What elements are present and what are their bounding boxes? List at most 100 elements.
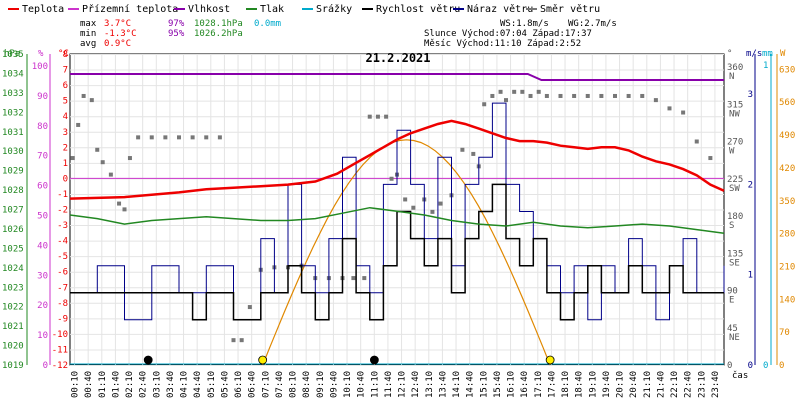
tick-time: 06:10 xyxy=(234,371,244,398)
tick-hpa: 1033 xyxy=(2,89,24,99)
stat-wg: WG:2.7m/s xyxy=(568,19,617,29)
legend-label: Směr větru xyxy=(540,3,600,15)
series-temperature xyxy=(69,119,725,200)
tick-hpa: 1025 xyxy=(2,244,24,254)
tick-dir: 270 xyxy=(727,138,743,148)
wind-direction-point xyxy=(247,305,252,310)
axis-label-solar: W xyxy=(780,49,786,59)
event-marker xyxy=(143,355,153,365)
wind-direction-point xyxy=(367,114,372,119)
tick-hpa: 1019 xyxy=(2,361,24,371)
tick-time: 20:10 xyxy=(616,371,626,398)
stat-max-rain: 0.0mm xyxy=(254,19,281,29)
stats-block: max 3.7°C 97% 1028.1hPa 0.0mm min -1.3°C… xyxy=(80,19,617,49)
stat-max-press: 1028.1hPa xyxy=(194,19,243,29)
stat-min-press: 1026.2hPa xyxy=(194,29,243,39)
event-marker xyxy=(545,355,555,365)
tick-time: 17:10 xyxy=(534,371,544,398)
tick-temp: 4 xyxy=(63,112,68,122)
tick-time: 13:10 xyxy=(425,371,435,398)
wind-direction-point xyxy=(490,93,495,98)
wind-direction-point xyxy=(362,276,367,281)
tick-time: 13:40 xyxy=(438,371,448,398)
tick-time: 17:40 xyxy=(547,371,557,398)
series-layer xyxy=(69,73,725,366)
tick-time: 19:40 xyxy=(602,371,612,398)
wind-direction-point xyxy=(536,89,541,94)
tick-hpa: 1021 xyxy=(2,322,24,332)
tick-hum: 60 xyxy=(37,182,48,192)
legend: Teplota Přízemní teplota Vlhkost Tlak Srážky… xyxy=(8,3,600,15)
wind-direction-point xyxy=(108,172,113,177)
wind-direction-point xyxy=(572,93,577,98)
tick-hum: 70 xyxy=(37,152,48,162)
tick-hum: 50 xyxy=(37,212,48,222)
tick-time: 11:10 xyxy=(370,371,380,398)
stat-max-temp: 3.7°C xyxy=(104,19,131,29)
tick-solar: 560 xyxy=(779,98,795,108)
tick-time: 14:40 xyxy=(466,371,476,398)
grid xyxy=(70,54,724,366)
tick-wind: 1 xyxy=(748,271,753,281)
tick-time: 00:10 xyxy=(71,371,81,398)
tick-dir: 360 xyxy=(727,63,743,73)
legend-label: Srážky xyxy=(316,3,352,15)
stat-avg-label: avg xyxy=(80,39,96,49)
tick-hum: 20 xyxy=(37,301,48,311)
wind-direction-point xyxy=(177,135,181,140)
tick-temp: -11 xyxy=(52,345,68,355)
legend-label: Tlak xyxy=(260,4,284,15)
tick-temp: 3 xyxy=(63,128,68,138)
tick-time: 03:10 xyxy=(152,371,162,398)
tick-time: 09:40 xyxy=(329,371,339,398)
tick-time: 09:10 xyxy=(316,371,326,398)
tick-time: 18:40 xyxy=(575,371,585,398)
series-wind-speed xyxy=(70,183,724,321)
tick-time: 19:10 xyxy=(588,371,598,398)
tick-temp: -7 xyxy=(57,283,68,293)
tick-hpa: 1029 xyxy=(2,167,24,177)
wind-direction-point xyxy=(190,135,195,140)
wind-direction-point xyxy=(544,93,549,98)
tick-time: 02:40 xyxy=(139,371,149,398)
wind-direction-point xyxy=(558,93,563,98)
stat-ws: WS:1.8m/s xyxy=(500,19,549,29)
tick-dir: 180 xyxy=(727,212,743,222)
wind-direction-point xyxy=(239,338,244,343)
tick-time: 05:10 xyxy=(207,371,217,398)
wind-direction-point xyxy=(70,156,75,161)
wind-direction-point xyxy=(504,98,508,103)
tick-dir-name: SW xyxy=(729,184,740,194)
tick-dir-name: NE xyxy=(729,333,740,343)
chart-title: 21.2.2021 xyxy=(365,51,430,65)
tick-hum: 90 xyxy=(37,92,48,102)
series-humidity xyxy=(70,73,724,81)
tick-solar: 630 xyxy=(779,65,795,75)
axis-label-rain: mm xyxy=(762,49,773,59)
tick-temp: -10 xyxy=(52,330,68,340)
wind-direction-point xyxy=(127,156,132,161)
tick-hpa: 1027 xyxy=(2,206,24,216)
tick-dir: 135 xyxy=(727,249,743,259)
tick-hpa: 1026 xyxy=(2,225,24,235)
tick-time: 08:40 xyxy=(302,371,312,398)
legend-label: Vlhkost xyxy=(188,4,230,15)
tick-dir-name: W xyxy=(729,147,735,157)
tick-temp: 2 xyxy=(63,143,68,153)
tick-hpa: 1032 xyxy=(2,108,24,118)
tick-temp: -6 xyxy=(57,268,68,278)
stat-moon: Měsíc Východ:11:10 Západ:2:52 xyxy=(424,39,581,49)
stat-min-label: min xyxy=(80,29,96,39)
axis-label-hpa: hPa xyxy=(4,49,20,59)
legend-label: Přízemní teplota xyxy=(82,3,178,15)
tick-hpa: 1035 xyxy=(2,50,24,60)
tick-dir-name: N xyxy=(729,72,734,82)
tick-time: 23:40 xyxy=(711,371,721,398)
tick-time: 03:40 xyxy=(166,371,176,398)
tick-solar: 210 xyxy=(779,262,795,272)
axis-label-hum: % xyxy=(38,49,44,59)
wind-direction-point xyxy=(204,135,209,140)
x-axis: 00:10 00:40 01:10 01:40 02:10 02:40 03:10 03:40… xyxy=(71,370,749,398)
wind-direction-point xyxy=(76,122,81,127)
